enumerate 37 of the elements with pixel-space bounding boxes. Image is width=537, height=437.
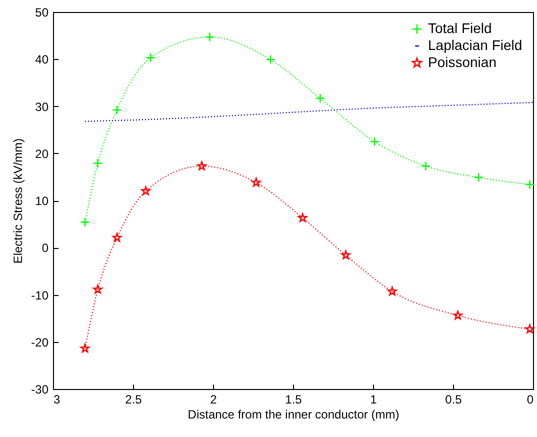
x-tick-label: 1.5 xyxy=(285,392,302,406)
y-tick-label: 20 xyxy=(35,146,49,161)
x-tick-label: 0.5 xyxy=(445,392,462,406)
point xyxy=(524,180,535,190)
x-tick-label: 2 xyxy=(210,392,218,406)
y-tick-label: 10 xyxy=(35,194,49,208)
point xyxy=(298,213,308,222)
y-tick-label: -30 xyxy=(31,382,49,396)
y-tick-label: -10 xyxy=(31,288,49,302)
y-axis-title: Electric Stress (kV/mm) xyxy=(11,138,26,264)
y-tick-label: 40 xyxy=(35,52,49,67)
legend-label: Laplacian Field xyxy=(428,37,522,53)
y-tick-label: 30 xyxy=(35,100,49,114)
point xyxy=(315,93,326,104)
point xyxy=(146,52,156,63)
point xyxy=(525,324,534,334)
x-tick-label: 1 xyxy=(370,392,378,406)
line-series xyxy=(84,102,534,122)
point xyxy=(474,172,484,182)
point xyxy=(204,32,215,42)
x-axis-title: Distance from the inner conductor (mm) xyxy=(188,408,400,422)
y-tick-label: -20 xyxy=(31,335,49,350)
legend-label: Poissonian xyxy=(428,54,496,70)
x-tick-label: 2.5 xyxy=(125,392,142,406)
point xyxy=(92,158,103,168)
point xyxy=(266,54,276,64)
point xyxy=(112,105,122,115)
y-tick-label: 50 xyxy=(35,6,49,20)
point xyxy=(80,344,90,353)
x-tick-label: 0 xyxy=(526,392,534,406)
point xyxy=(370,136,380,146)
point xyxy=(112,232,122,242)
legend-label: Total Field xyxy=(428,20,492,36)
point xyxy=(420,161,431,171)
y-tick-label: 0 xyxy=(42,241,49,256)
point xyxy=(80,217,90,228)
x-tick-label: 3 xyxy=(54,392,60,406)
